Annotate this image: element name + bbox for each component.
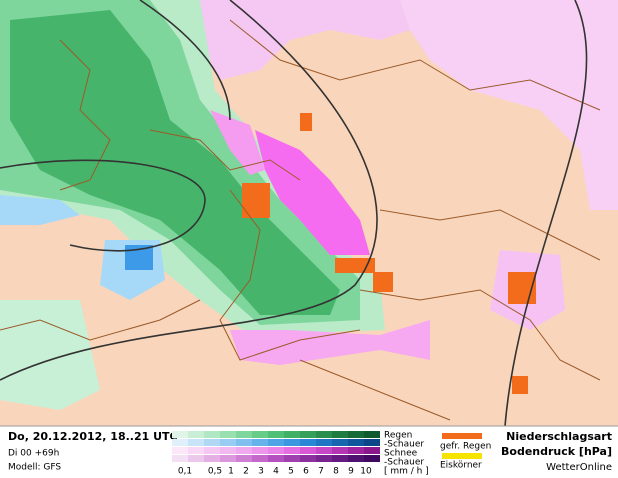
legend-freezing-rain: gefr. Regen [440, 442, 491, 452]
scale-label: 0,5 [208, 467, 222, 477]
legend-swatch [332, 455, 348, 462]
legend-swatch [172, 431, 188, 438]
scale-label: 6 [303, 467, 309, 477]
freezing-rain-swatch [442, 433, 482, 439]
shower-light [0, 195, 80, 225]
legend-swatch [220, 447, 236, 454]
legend-swatch [332, 447, 348, 454]
scale-label: 0,1 [178, 467, 192, 477]
rain-light [0, 300, 100, 410]
legend-swatch [364, 439, 380, 446]
title-type: Niederschlagsart [506, 430, 612, 443]
legend-swatch [348, 455, 364, 462]
legend-swatch [348, 447, 364, 454]
legend-swatch [220, 439, 236, 446]
legend-swatch [300, 455, 316, 462]
legend-bars: 0,1 0,5 1 2 3 4 5 6 7 8 9 10 [172, 431, 380, 477]
legend-swatch [236, 455, 252, 462]
isobars [0, 0, 588, 427]
legend-swatch [252, 431, 268, 438]
snow-heavy [255, 130, 370, 255]
scale-label: 4 [273, 467, 279, 477]
legend-swatch [188, 447, 204, 454]
legend-swatch [364, 431, 380, 438]
legend-swatch [364, 455, 380, 462]
legend-swatch [300, 447, 316, 454]
legend-unit: [ mm / h ] [384, 467, 429, 477]
date: Do, 20.12.2012, 18..21 UTC [8, 430, 178, 443]
legend-swatch [300, 431, 316, 438]
legend-swatch [316, 447, 332, 454]
legend-swatch [188, 455, 204, 462]
legend-swatch [252, 455, 268, 462]
scale-label: 10 [360, 467, 372, 477]
legend-swatch [236, 439, 252, 446]
snow-light [195, 0, 410, 80]
legend-swatch [172, 439, 188, 446]
snow-mid [230, 320, 430, 365]
legend-swatch [268, 455, 284, 462]
legend-swatch [316, 439, 332, 446]
scale-label: 2 [243, 467, 249, 477]
legend-swatch [348, 431, 364, 438]
rain-heavy [10, 10, 340, 315]
legend-swatch [284, 447, 300, 454]
ice-swatch [442, 453, 482, 459]
legend-swatch [204, 447, 220, 454]
map [0, 0, 618, 427]
legend-swatch [188, 439, 204, 446]
scale-label: 9 [348, 467, 354, 477]
run: Di 00 +69h [8, 449, 59, 459]
legend-swatch [268, 439, 284, 446]
legend-swatch [268, 431, 284, 438]
legend-swatch [204, 439, 220, 446]
scale-label: 7 [318, 467, 324, 477]
legend-swatch [172, 455, 188, 462]
legend-snow-showers: -Schauer [384, 458, 424, 468]
snow-light [400, 0, 618, 210]
model: Modell: GFS [8, 463, 61, 473]
legend-swatch [172, 447, 188, 454]
legend-swatch [364, 447, 380, 454]
legend-swatch [348, 439, 364, 446]
legend-rain-showers: -Schauer [384, 440, 424, 450]
legend-swatch [284, 439, 300, 446]
legend-swatch [316, 455, 332, 462]
legend-swatch [300, 439, 316, 446]
legend-swatch [220, 431, 236, 438]
borders [0, 19, 601, 421]
legend-ice: Eiskörner [440, 461, 482, 471]
legend-swatch [268, 447, 284, 454]
legend-swatch [204, 455, 220, 462]
scale-label: 3 [258, 467, 264, 477]
legend-rain: Regen [384, 431, 412, 441]
legend-swatch [252, 439, 268, 446]
legend-swatch [332, 431, 348, 438]
legend-swatch [236, 431, 252, 438]
legend-swatch [284, 455, 300, 462]
title-pressure: Bodendruck [hPa] [501, 445, 612, 458]
freezing-rain [242, 113, 536, 394]
legend-swatch [220, 455, 236, 462]
scale-label: 5 [288, 467, 294, 477]
legend-swatch [236, 447, 252, 454]
legend-swatch [252, 447, 268, 454]
source: WetterOnline [546, 462, 612, 473]
legend-swatch [188, 431, 204, 438]
legend-snow: Schnee [384, 449, 418, 459]
legend-swatch [332, 439, 348, 446]
legend-swatch [316, 431, 332, 438]
scale-label: 1 [228, 467, 234, 477]
scale-label: 8 [333, 467, 339, 477]
legend-swatch [204, 431, 220, 438]
legend-swatch [284, 431, 300, 438]
snow-mid [210, 110, 265, 175]
